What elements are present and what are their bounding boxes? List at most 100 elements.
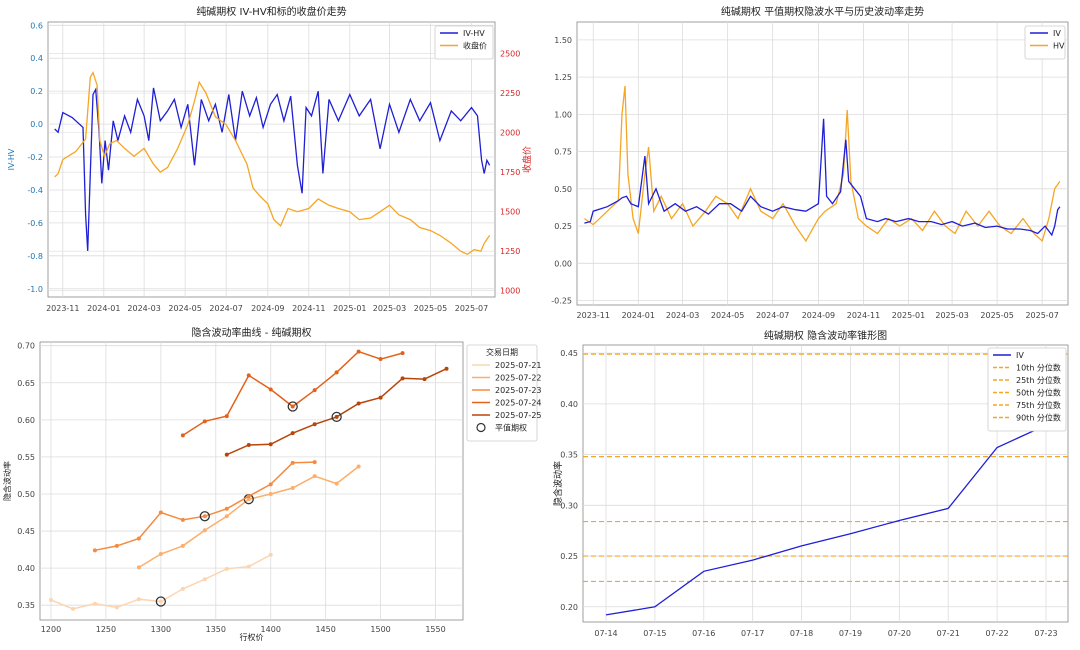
x-axis-label: 行权价 <box>240 632 264 642</box>
y-tick-label-5: 0.45 <box>560 349 578 358</box>
smile-point <box>224 514 229 519</box>
y-tick-label-4: 0.55 <box>17 453 35 462</box>
y-tick-label-8: -1.0 <box>27 285 43 294</box>
chart-title-1: 纯碱期权 IV-HV和标的收盘价走势 <box>196 5 346 18</box>
y-tick-label-1: 0.4 <box>30 54 43 63</box>
chart-title-2: 纯碱期权 平值期权隐波水平与历史波动率走势 <box>721 5 924 18</box>
legend-marker-atm <box>476 422 486 433</box>
chart-title-3: 隐含波动率曲线 - 纯碱期权 <box>192 326 312 339</box>
y2-tick-label-4: 1500 <box>500 208 520 217</box>
y-axis-label: 隐含波动率 <box>2 461 12 501</box>
y-tick-label-0: 0.6 <box>30 21 43 30</box>
smile-point <box>290 486 295 491</box>
y-tick-label-2: 0.2 <box>30 87 43 96</box>
y-tick-label-0: 0.35 <box>17 601 35 610</box>
atm-marker <box>199 511 210 522</box>
smile-point <box>158 510 163 515</box>
legend-box <box>987 347 1067 432</box>
chart-iv-smile: 1200 1250 1300 1350 1400 1450 1500 1550 0.35 0.40… <box>2 326 542 642</box>
x-tick-label-2: 2024-03 <box>666 311 699 320</box>
smile-point <box>268 552 273 557</box>
smile-point <box>180 517 185 522</box>
x-tick-label-8: 2025-03 <box>373 304 406 313</box>
legend-label-0: 2025-07-21 <box>495 361 542 370</box>
chart-ivhv-close: 2023-11 2024-01 2024-03 2024-05 2024-07 2024-… <box>7 5 533 313</box>
y-tick-label-3: 0.50 <box>17 490 35 499</box>
x-tick-label-8: 2025-03 <box>935 311 968 320</box>
y2-tick-label-1: 2250 <box>500 89 520 98</box>
x-tick-label-1: 1250 <box>96 625 116 634</box>
legend-label-4: 75th 分位数 <box>1016 400 1061 410</box>
legend-label-1: HV <box>1053 42 1065 51</box>
x-tick-label-0: 07-14 <box>594 629 617 638</box>
series-line-iv <box>584 118 1061 237</box>
smile-point <box>400 351 405 356</box>
legend-label-5: 90th 分位数 <box>1016 413 1061 423</box>
y2-tick-label-3: 1750 <box>500 168 520 177</box>
x-tick-label-4: 2024-07 <box>756 311 789 320</box>
smile-point <box>158 599 163 604</box>
smile-point <box>334 414 339 419</box>
smile-point <box>180 586 185 591</box>
smile-point <box>334 481 339 486</box>
x-tick-label-3: 07-17 <box>741 629 764 638</box>
smile-point <box>92 601 97 606</box>
smile-point <box>246 497 251 502</box>
x-tick-label-4: 1400 <box>261 625 281 634</box>
smile-point <box>136 597 141 602</box>
x-tick-label-2: 07-16 <box>692 629 715 638</box>
smile-point <box>268 491 273 496</box>
series-line-iv-hv <box>54 87 491 251</box>
smile-point <box>224 506 229 511</box>
smile-point <box>224 566 229 571</box>
legend-label-1: 2025-07-22 <box>495 374 542 383</box>
chart-title-4: 纯碱期权 隐含波动率锥形图 <box>764 329 887 342</box>
smile-point <box>334 370 339 375</box>
smile-point <box>378 395 383 400</box>
legend-label-1: 收盘价 <box>463 41 487 51</box>
x-tick-label-6: 1500 <box>370 625 390 634</box>
smile-point <box>444 366 449 371</box>
legend-label-0: IV <box>1016 351 1024 360</box>
legend-label-2: 25th 分位数 <box>1016 375 1061 385</box>
x-tick-label-6: 2024-11 <box>292 304 325 313</box>
smile-point <box>202 577 207 582</box>
smile-point <box>246 564 251 569</box>
legend-label-2: 2025-07-23 <box>495 386 542 395</box>
x-tick-label-5: 2024-09 <box>802 311 835 320</box>
y-tick-label-2: 1.00 <box>554 110 572 119</box>
smile-point <box>422 377 427 382</box>
smile-point <box>400 376 405 381</box>
y2-tick-label-5: 1250 <box>500 247 520 256</box>
smile-point <box>356 464 361 469</box>
legend-title: 交易日期 <box>486 347 518 357</box>
x-tick-label-7: 1550 <box>425 625 445 634</box>
y-tick-label-3: 0.75 <box>554 148 572 157</box>
smile-point <box>202 528 207 533</box>
x-tick-label-5: 2024-09 <box>251 304 284 313</box>
x-tick-label-2: 1300 <box>151 625 171 634</box>
smile-point <box>202 514 207 519</box>
smile-point <box>180 543 185 548</box>
smile-point <box>290 431 295 436</box>
x-tick-label-0: 2023-11 <box>46 304 79 313</box>
smile-point <box>268 482 273 487</box>
x-tick-label-1: 2024-01 <box>87 304 120 313</box>
smile-point <box>70 606 75 611</box>
x-tick-label-7: 2025-01 <box>333 304 366 313</box>
y-tick-label-0: 1.50 <box>554 36 572 45</box>
smile-point <box>268 387 273 392</box>
x-tick-label-10: 2025-07 <box>1025 311 1058 320</box>
smile-point <box>312 474 317 479</box>
smile-point <box>114 605 119 610</box>
y-tick-label-6: 0.65 <box>17 379 35 388</box>
x-tick-label-3: 1350 <box>206 625 226 634</box>
y-tick-label-1: 0.40 <box>17 564 35 573</box>
x-tick-label-6: 2024-11 <box>847 311 880 320</box>
plot-frame <box>39 341 464 621</box>
atm-marker <box>155 596 167 607</box>
smile-point <box>312 422 317 427</box>
smile-point <box>356 401 361 406</box>
smile-point <box>48 597 53 602</box>
